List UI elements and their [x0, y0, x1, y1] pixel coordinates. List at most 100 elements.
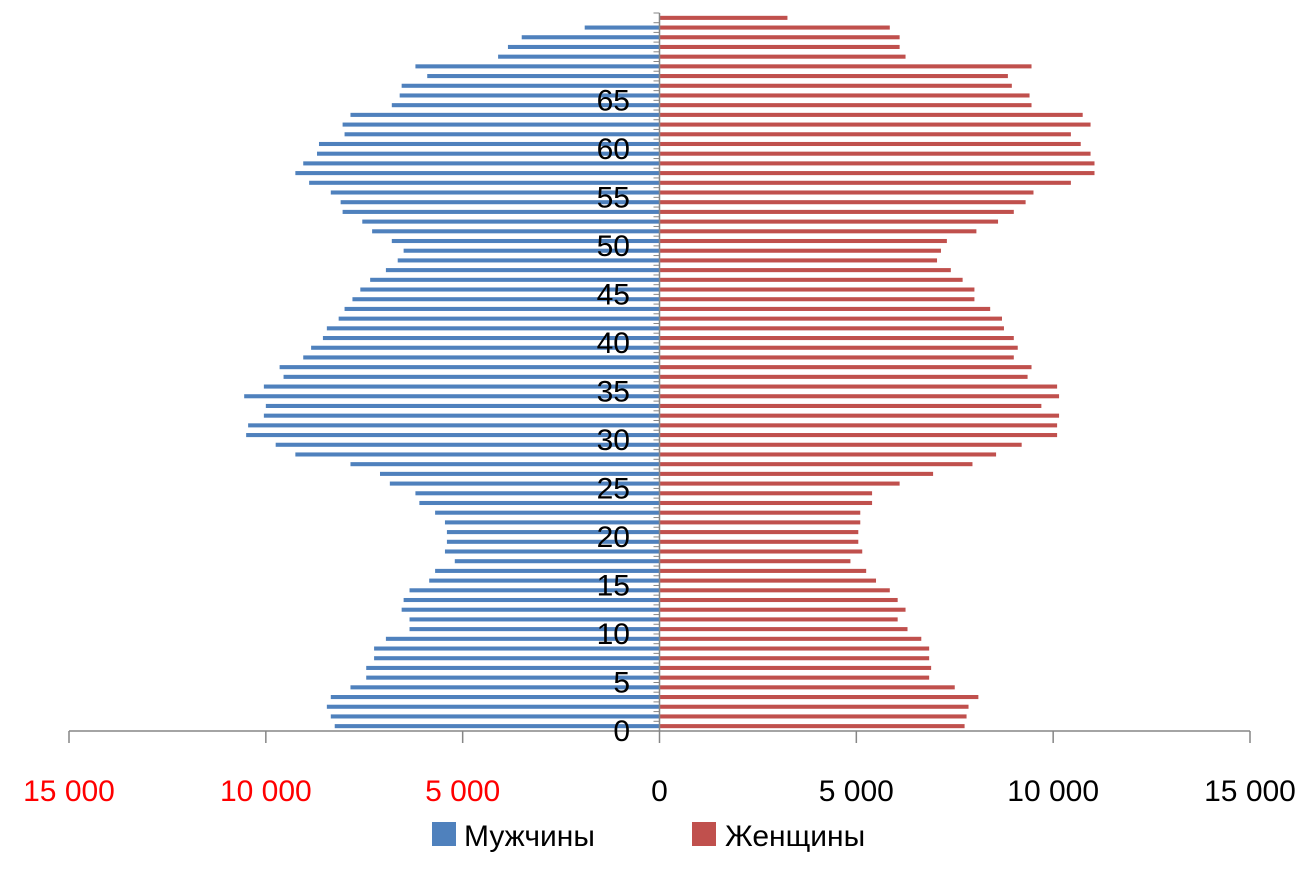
- x-tick-label: 15 000: [1204, 775, 1296, 808]
- female-bar: [659, 229, 977, 234]
- age-tick-label: 30: [597, 424, 630, 457]
- female-bar: [659, 724, 965, 729]
- male-bar: [362, 219, 660, 224]
- female-bar: [659, 171, 1095, 176]
- male-bar: [311, 345, 660, 350]
- female-bar: [659, 336, 1014, 341]
- female-bar: [659, 539, 859, 544]
- female-bar: [659, 403, 1042, 408]
- female-bar: [659, 74, 1008, 79]
- female-bar: [659, 559, 851, 564]
- female-bar: [659, 656, 930, 661]
- female-bar: [659, 665, 932, 670]
- female-bar: [659, 452, 997, 457]
- legend-label: Мужчины: [464, 820, 595, 853]
- age-tick-label: 40: [597, 327, 630, 360]
- male-bar: [397, 258, 660, 263]
- legend-swatch: [692, 822, 716, 846]
- female-bar: [659, 122, 1091, 127]
- legend-swatch: [432, 822, 456, 846]
- female-bar: [659, 200, 1026, 205]
- male-bar: [389, 481, 660, 486]
- female-bar: [659, 248, 941, 253]
- female-bar: [659, 180, 1071, 185]
- female-bar: [659, 384, 1058, 389]
- x-tick-label: 10 000: [220, 775, 312, 808]
- female-bars-group: [659, 15, 1095, 729]
- female-bar: [659, 297, 975, 302]
- male-bars-group: [244, 25, 660, 729]
- male-bar: [366, 665, 660, 670]
- female-bar: [659, 287, 975, 292]
- female-bar: [659, 549, 863, 554]
- age-tick-label: 5: [613, 666, 630, 699]
- female-bar: [659, 394, 1060, 399]
- age-tick-label: 45: [597, 278, 630, 311]
- x-tick-label: 10 000: [1007, 775, 1099, 808]
- male-bar: [403, 597, 660, 603]
- male-bar: [344, 306, 660, 311]
- male-bar: [330, 190, 660, 195]
- male-bar: [283, 374, 660, 379]
- male-bar: [295, 452, 660, 457]
- male-bar: [403, 248, 660, 253]
- female-bar: [659, 442, 1022, 447]
- axes-group: [68, 12, 1251, 743]
- male-bar: [435, 510, 660, 515]
- age-tick-label: 0: [613, 715, 630, 748]
- female-bar: [659, 209, 1014, 214]
- male-bar: [454, 559, 660, 564]
- female-bar: [659, 54, 906, 59]
- male-bar: [248, 423, 660, 428]
- male-bar: [246, 433, 660, 438]
- female-bar: [659, 588, 890, 593]
- male-bar: [334, 724, 660, 729]
- female-bar: [659, 83, 1012, 88]
- female-bar: [659, 64, 1032, 69]
- female-bar: [659, 462, 973, 467]
- female-bar: [659, 268, 951, 273]
- male-bar: [360, 287, 660, 292]
- male-bar: [263, 384, 660, 389]
- male-bar: [342, 209, 660, 214]
- male-bar: [419, 500, 660, 506]
- legend: Мужчины Женщины: [432, 820, 865, 853]
- female-bar: [659, 675, 930, 680]
- female-bar: [659, 355, 1014, 360]
- male-bar: [409, 617, 660, 622]
- female-bar: [659, 714, 967, 719]
- male-bar: [584, 25, 660, 30]
- female-bar: [659, 316, 1002, 321]
- female-bar: [659, 44, 900, 49]
- male-bar: [275, 442, 660, 447]
- age-tick-label: 55: [597, 181, 630, 214]
- male-bar: [265, 403, 660, 408]
- female-bar: [659, 646, 930, 651]
- female-bar: [659, 636, 922, 641]
- x-tick-label: 5 000: [425, 775, 500, 808]
- male-bar: [446, 530, 660, 535]
- female-bar: [659, 190, 1034, 195]
- female-bar: [659, 578, 877, 583]
- female-bar: [659, 413, 1060, 418]
- male-bar: [322, 336, 660, 341]
- female-bar: [659, 345, 1018, 350]
- age-tick-label: 50: [597, 230, 630, 263]
- male-bar: [444, 520, 660, 525]
- female-bar: [659, 471, 934, 476]
- male-bar: [342, 122, 660, 127]
- female-bar: [659, 93, 1030, 98]
- female-bar: [659, 15, 788, 20]
- female-bar: [659, 695, 979, 700]
- male-bar: [427, 74, 660, 79]
- male-bar: [391, 238, 660, 244]
- female-bar: [659, 568, 867, 573]
- male-bar: [330, 714, 660, 719]
- age-tick-label: 20: [597, 521, 630, 554]
- male-bar: [401, 607, 660, 612]
- male-bar: [317, 151, 660, 156]
- x-tick-label: 0: [651, 775, 668, 808]
- male-bar: [326, 326, 660, 331]
- male-bar: [338, 316, 660, 321]
